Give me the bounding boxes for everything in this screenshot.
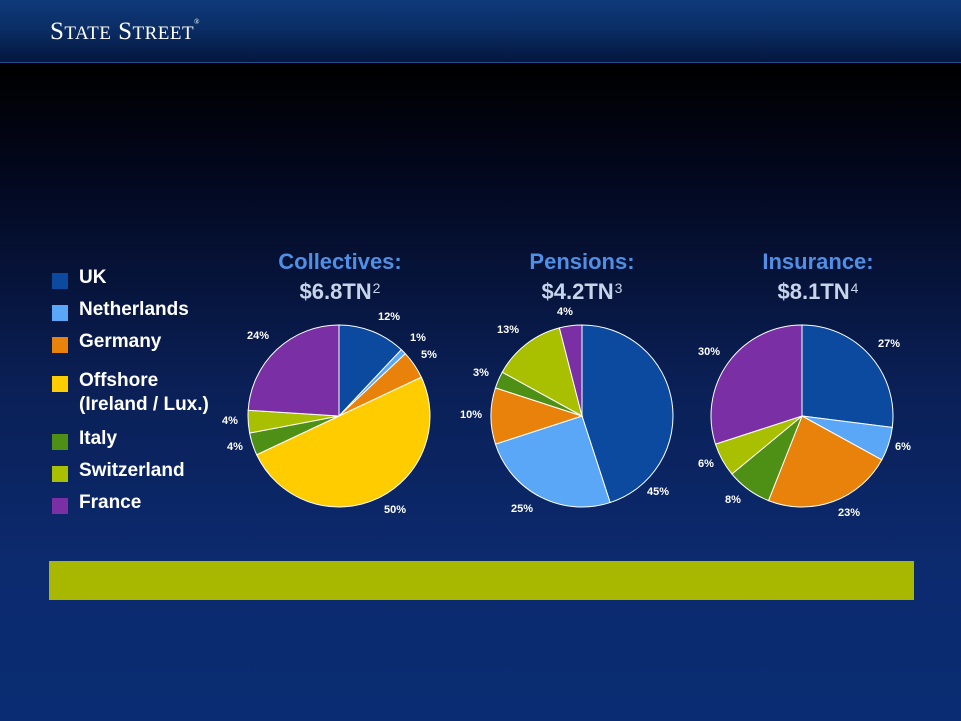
- pie-data-label: 50%: [384, 504, 406, 516]
- pie-data-label: 4%: [222, 415, 238, 427]
- legend-swatch: [52, 376, 68, 392]
- legend-label: UK: [79, 267, 107, 288]
- legend-label: Offshore (Ireland / Lux.): [79, 370, 209, 415]
- pie-data-label: 27%: [878, 338, 900, 350]
- pie-data-label: 23%: [838, 507, 860, 519]
- legend-swatch: [52, 466, 68, 482]
- footnote-marker: 2: [372, 280, 381, 296]
- chart-name: Collectives:: [278, 249, 402, 274]
- pie-data-label: 24%: [247, 330, 269, 342]
- pie-data-label: 6%: [895, 441, 911, 453]
- legend-label: France: [79, 492, 142, 513]
- pie-slice: [767, 415, 883, 508]
- footnote-marker: 4: [850, 280, 859, 296]
- legend-label: Italy: [79, 428, 118, 449]
- pie-data-label: 12%: [378, 311, 400, 323]
- chart-amount: $8.1TN: [777, 279, 850, 304]
- chart-amount: $4.2TN: [541, 279, 614, 304]
- legend-swatch: [52, 273, 68, 289]
- state-street-logo: STATE STREET®: [50, 18, 200, 46]
- legend-swatch: [52, 305, 68, 321]
- chart-amount: $6.8TN: [299, 279, 372, 304]
- pie-data-label: 13%: [497, 324, 519, 336]
- chart-name: Pensions:: [529, 249, 635, 274]
- pie-slice: [581, 324, 674, 504]
- pie-data-label: 4%: [557, 306, 573, 318]
- legend-label: Switzerland: [79, 460, 185, 481]
- pie-chart-2: [710, 324, 894, 508]
- pie-data-label: 1%: [410, 332, 426, 344]
- pie-slice: [338, 324, 403, 418]
- chart-title-collectives: Collectives: $6.8TN2: [240, 249, 440, 305]
- logo-text: STATE STREET: [50, 18, 195, 45]
- legend-swatch: [52, 498, 68, 514]
- pie-data-label: 5%: [421, 349, 437, 361]
- pie-slice: [247, 324, 340, 417]
- pie-data-label: 45%: [647, 486, 669, 498]
- header-bar: STATE STREET®: [0, 0, 961, 63]
- pie-chart-0: [247, 324, 431, 508]
- legend-label: Germany: [79, 331, 162, 352]
- pie-slice: [558, 324, 583, 417]
- legend-swatch: [52, 337, 68, 353]
- pie-slice: [494, 415, 611, 508]
- pie-slice: [255, 376, 431, 508]
- footnote-marker: 3: [614, 280, 623, 296]
- pie-slice: [501, 327, 583, 417]
- legend-swatch: [52, 434, 68, 450]
- pie-slice: [801, 324, 894, 428]
- chart-name: Insurance:: [762, 249, 874, 274]
- pie-data-label: 10%: [460, 409, 482, 421]
- pie-data-label: 4%: [227, 441, 243, 453]
- pie-data-label: 3%: [473, 367, 489, 379]
- highlight-banner: [49, 561, 914, 600]
- logo-mark: ®: [194, 18, 200, 26]
- pie-chart-1: [490, 324, 674, 508]
- pie-data-label: 8%: [725, 494, 741, 506]
- chart-title-pensions: Pensions: $4.2TN3: [482, 249, 682, 305]
- chart-title-insurance: Insurance: $8.1TN4: [718, 249, 918, 305]
- pie-data-label: 25%: [511, 503, 533, 515]
- pie-data-label: 30%: [698, 346, 720, 358]
- pie-data-label: 6%: [698, 458, 714, 470]
- legend-label: Netherlands: [79, 299, 189, 320]
- pie-slice: [710, 324, 803, 445]
